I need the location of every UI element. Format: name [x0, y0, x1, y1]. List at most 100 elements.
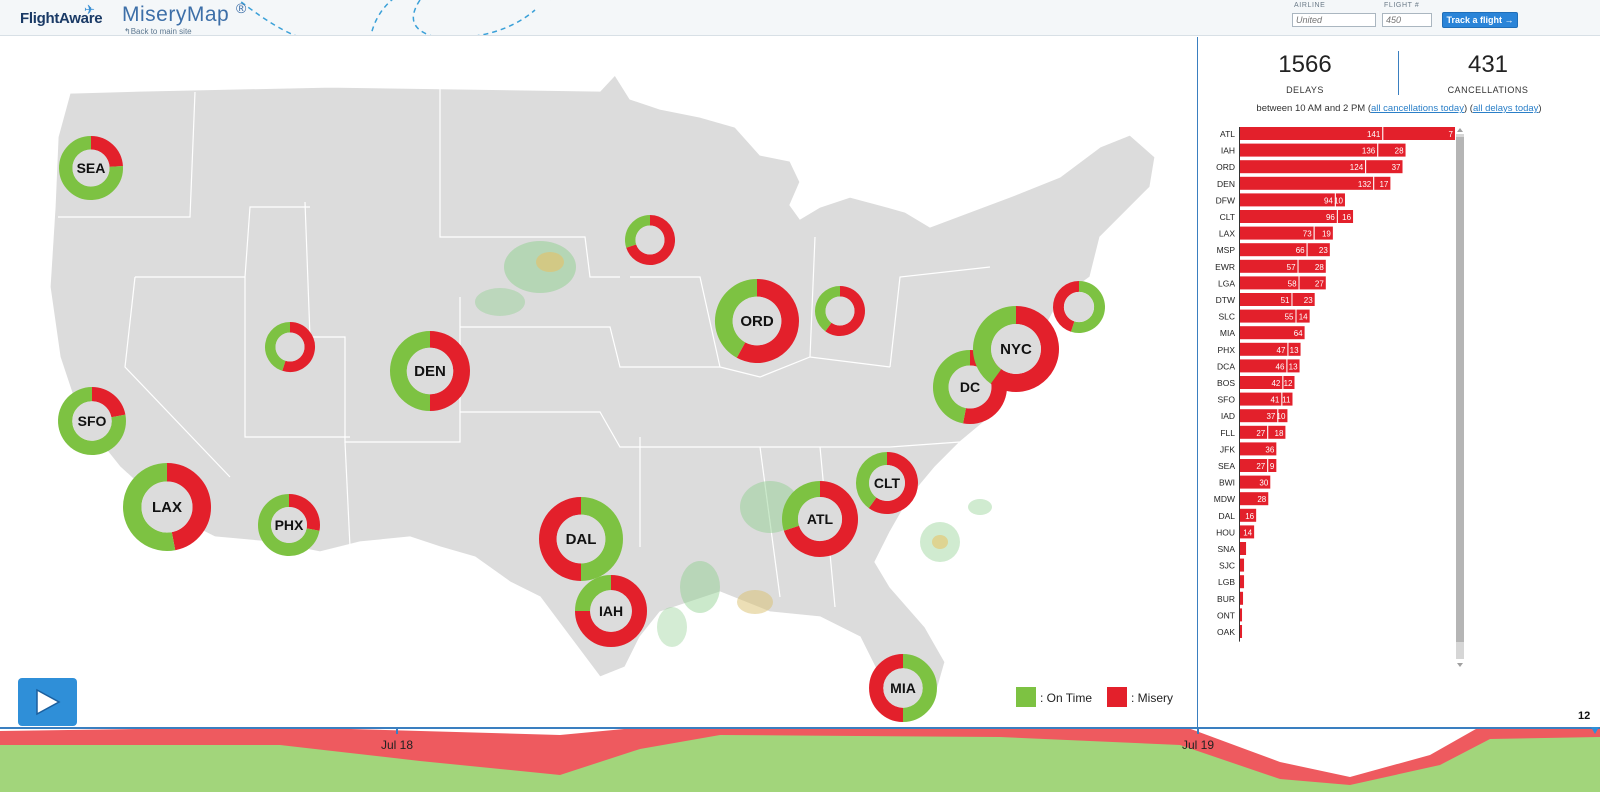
track-flight-button[interactable]: Track a flight → [1442, 12, 1518, 28]
donut-segment-on-time [265, 322, 291, 371]
airport-donut-clt[interactable]: CLT [856, 452, 918, 514]
bar-segment-separator [1373, 176, 1375, 190]
delay-bar[interactable] [1240, 475, 1271, 489]
airport-donut-dc[interactable]: DC [933, 350, 1007, 424]
airport-donut-unlabeled-16[interactable] [1053, 281, 1105, 333]
delay-bar[interactable] [1240, 525, 1255, 539]
miserymap-logo[interactable]: MiseryMap [122, 3, 230, 26]
delay-bar[interactable] [1240, 409, 1278, 423]
airport-donut-nyc[interactable]: NYC [973, 306, 1059, 392]
cancellation-bar[interactable] [1283, 376, 1295, 389]
donut-segment-misery [1053, 281, 1080, 332]
airport-donut-atl[interactable]: ATL [782, 481, 858, 557]
flight-number-input[interactable] [1382, 13, 1432, 27]
all-delays-link[interactable]: all delays today [1472, 103, 1539, 114]
delay-bar[interactable] [1240, 625, 1243, 638]
cancellation-bar[interactable] [1374, 176, 1391, 190]
cancellation-bar[interactable] [1296, 309, 1310, 323]
bar-airport-label: SEA [1218, 461, 1235, 471]
delay-bar[interactable] [1240, 558, 1245, 572]
cancellation-bar[interactable] [1292, 293, 1315, 306]
timeline-scrubber[interactable]: Jul 18 Jul 19 [0, 727, 1600, 792]
cancellation-bar[interactable] [1366, 160, 1403, 174]
airport-donut-iah[interactable]: IAH [575, 575, 647, 647]
delay-bar[interactable] [1240, 442, 1277, 456]
donut-segment-misery [736, 279, 799, 363]
delay-bar[interactable] [1240, 392, 1282, 406]
cancellation-bar[interactable] [1383, 127, 1455, 140]
bar-airport-label: SJC [1219, 561, 1235, 571]
cancellation-bar[interactable] [1298, 259, 1326, 273]
airport-donuts[interactable]: SEA SFO LAX PHX DEN DAL IAH ORD ATL CLT DC NYC MIA [58, 136, 1105, 722]
delay-bar[interactable] [1240, 608, 1243, 622]
airport-donut-den[interactable]: DEN [390, 331, 470, 411]
airport-donut-unlabeled-14[interactable] [815, 286, 865, 336]
bar-segment-separator [1267, 425, 1269, 439]
delay-bar[interactable] [1240, 176, 1374, 190]
scroll-down-icon[interactable] [1457, 663, 1463, 667]
delay-bar[interactable] [1240, 508, 1257, 522]
airport-donut-unlabeled-13[interactable] [625, 215, 675, 265]
flightaware-logo[interactable]: FlightAware [20, 10, 103, 27]
cancellation-bar[interactable] [1278, 409, 1288, 423]
delay-bar[interactable] [1240, 342, 1288, 356]
cancellation-bar[interactable] [1287, 359, 1300, 373]
delay-bar[interactable] [1240, 210, 1337, 223]
delay-bar[interactable] [1240, 459, 1268, 472]
cancellation-bar[interactable] [1288, 342, 1301, 356]
delay-bar[interactable] [1240, 193, 1335, 207]
airport-donut-unlabeled-15[interactable] [265, 322, 315, 372]
timeline-top-border [0, 727, 1600, 729]
cancellation-bar[interactable] [1282, 392, 1293, 406]
delay-bar[interactable] [1240, 127, 1383, 140]
delay-bar[interactable] [1240, 376, 1283, 389]
airport-donut-sfo[interactable]: SFO [58, 387, 126, 455]
airport-donut-mia[interactable]: MIA [869, 654, 937, 722]
delay-bar[interactable] [1240, 160, 1366, 174]
delay-bar[interactable] [1240, 293, 1292, 306]
cancellation-bar[interactable] [1337, 210, 1354, 223]
delay-bar[interactable] [1240, 326, 1305, 340]
delay-bar[interactable] [1240, 492, 1269, 506]
delay-value-label: 27 [1256, 429, 1265, 438]
cancellation-bar[interactable] [1299, 276, 1326, 290]
cancellation-bar[interactable] [1378, 143, 1406, 157]
us-landmass [49, 74, 1156, 703]
airport-donut-phx[interactable]: PHX [258, 494, 320, 556]
delay-bar[interactable] [1240, 591, 1244, 605]
cancellation-bar[interactable] [1268, 459, 1277, 472]
delay-bar[interactable] [1240, 359, 1287, 373]
delay-bar[interactable] [1240, 425, 1268, 439]
delay-bar[interactable] [1240, 143, 1378, 157]
airport-donut-sea[interactable]: SEA [59, 136, 123, 200]
cancellation-bar[interactable] [1314, 226, 1333, 240]
cancellation-value-label: 16 [1342, 213, 1351, 222]
back-to-main-link[interactable]: ↰Back to main site [124, 27, 192, 36]
timeline-chart[interactable]: Jul 18 Jul 19 [0, 727, 1600, 792]
cancellation-bar[interactable] [1335, 193, 1345, 207]
cancellation-bar[interactable] [1307, 243, 1330, 257]
delay-bar[interactable] [1240, 309, 1296, 323]
airport-donut-ord[interactable]: ORD [715, 279, 799, 363]
airline-input[interactable] [1292, 13, 1376, 27]
airport-code-label: ATL [807, 511, 834, 527]
cancellation-bar[interactable] [1268, 425, 1286, 439]
airport-donut-dal[interactable]: DAL [539, 497, 623, 581]
airport-donut-lax[interactable]: LAX [123, 463, 211, 551]
bar-chart-scrollbar-thumb[interactable] [1456, 137, 1464, 642]
decorative-flight-arc [237, 0, 551, 35]
play-button[interactable] [18, 678, 77, 726]
airport-code-label: SFO [78, 413, 107, 429]
delay-bar[interactable] [1240, 259, 1298, 273]
scroll-up-icon[interactable] [1457, 128, 1463, 132]
timeline-current-marker[interactable] [1591, 727, 1599, 734]
all-cancellations-link[interactable]: all cancellations today [1371, 103, 1464, 114]
donut-segment-misery [783, 481, 858, 557]
delay-bar[interactable] [1240, 226, 1314, 240]
delay-bar[interactable] [1240, 243, 1307, 257]
delay-bar[interactable] [1240, 575, 1245, 589]
delay-value-label: 58 [1288, 279, 1297, 288]
delay-bar[interactable] [1240, 276, 1299, 290]
delay-bar[interactable] [1240, 542, 1247, 555]
us-map[interactable]: SEA SFO LAX PHX DEN DAL IAH ORD ATL CLT DC NYC MIA [0, 37, 1197, 727]
